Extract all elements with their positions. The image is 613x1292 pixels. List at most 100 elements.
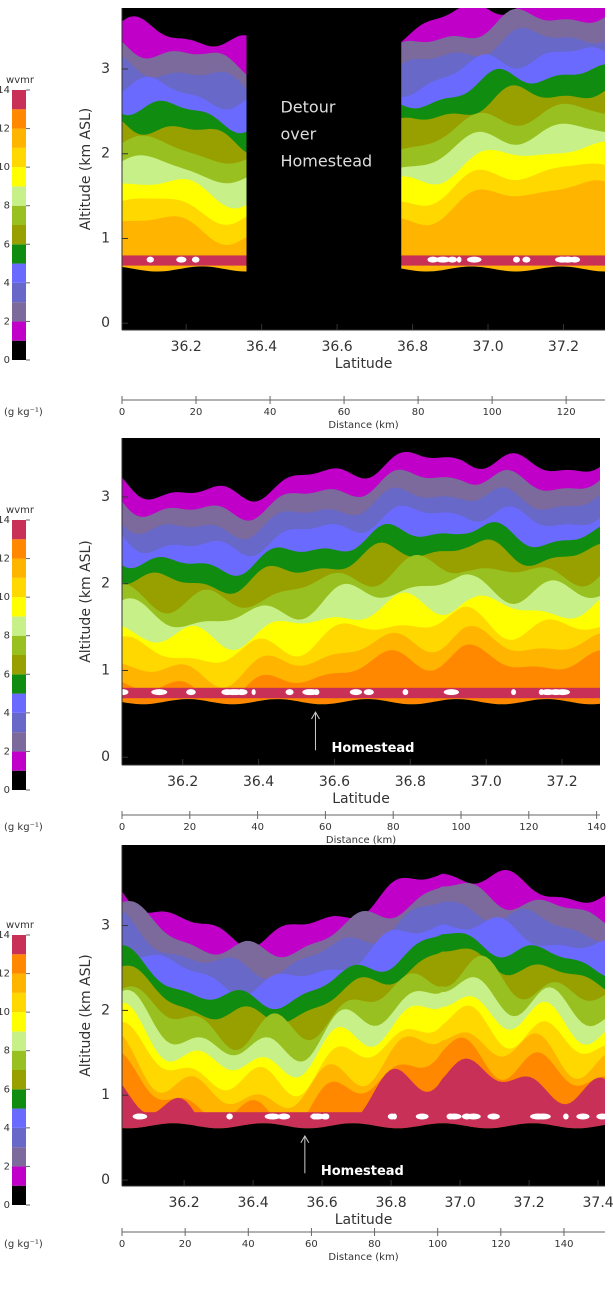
colorbar-tick-label: 8 (4, 1046, 10, 1057)
x2-tick-label: 40 (264, 407, 277, 418)
colorbar-segment (12, 1109, 26, 1128)
saturation-patch (192, 257, 200, 263)
colorbar-segment (12, 636, 26, 655)
x2-tick-label: 80 (387, 822, 400, 833)
x2-tick-label: 100 (428, 1239, 447, 1250)
colorbar-segment (12, 751, 26, 770)
annotation: Homestead (280, 152, 372, 171)
colorbar-tick-label: 4 (4, 278, 10, 289)
x2-tick-label: 140 (587, 822, 606, 833)
y-tick-label: 1 (101, 230, 110, 246)
saturation-patch (228, 689, 243, 695)
colorbar-tick-label: 4 (4, 1123, 10, 1134)
x2-tick-label: 60 (319, 822, 332, 833)
saturation-patch (133, 1113, 148, 1119)
colorbar-segment (12, 129, 26, 148)
y-tick-label: 0 (101, 749, 110, 765)
colorbar-label: wvmr (6, 505, 35, 516)
colorbar-segment (12, 1051, 26, 1070)
saturation-patch (569, 257, 580, 263)
colorbar-tick-label: 10 (0, 1007, 10, 1018)
x2-tick-label: 40 (242, 1239, 255, 1250)
x2-tick-label: 120 (519, 822, 538, 833)
x-tick-label: 36.2 (167, 774, 198, 790)
saturation-patch (444, 689, 459, 695)
y-tick-label: 0 (101, 1172, 110, 1188)
colorbar-units: (g kg⁻¹) (4, 822, 43, 833)
colorbar-tick-label: 0 (4, 355, 10, 366)
y-tick-label: 3 (101, 61, 110, 77)
y-tick-label: 2 (101, 1002, 110, 1018)
y-axis-label: Altitude (km ASL) (78, 540, 94, 663)
saturation-patch (364, 689, 374, 695)
colorbar-tick-label: 6 (4, 1084, 10, 1095)
saturation-patch (323, 1113, 329, 1119)
colorbar-segment (12, 974, 26, 993)
x-tick-label: 37.4 (583, 1195, 613, 1211)
annotation: over (280, 125, 316, 144)
x2-tick-label: 40 (251, 822, 264, 833)
colorbar-segment (12, 539, 26, 558)
colorbar-tick-label: 6 (4, 669, 10, 680)
colorbar-label: wvmr (6, 75, 35, 86)
x2-tick-label: 60 (338, 407, 351, 418)
x-tick-label: 36.8 (395, 774, 426, 790)
saturation-patch (176, 257, 186, 263)
colorbar-segment (12, 597, 26, 616)
annotation: Homestead (331, 741, 414, 756)
saturation-patch (457, 257, 462, 263)
colorbar-segment (12, 148, 26, 167)
x-tick-label: 37.0 (472, 339, 503, 355)
colorbar-segment (12, 578, 26, 597)
colorbar-segment (12, 186, 26, 205)
x-tick-label: 37.0 (471, 774, 502, 790)
colorbar-segment (12, 206, 26, 225)
x2-axis-label: Distance (km) (328, 420, 398, 431)
x2-tick-label: 20 (179, 1239, 192, 1250)
colorbar-tick-label: 8 (4, 201, 10, 212)
colorbar-segment (12, 167, 26, 186)
contour-field (122, 845, 609, 1186)
annotation: Homestead (321, 1164, 404, 1179)
colorbar-segment (12, 225, 26, 244)
x2-tick-label: 100 (451, 822, 470, 833)
colorbar-segment (12, 954, 26, 973)
colorbar-segment (12, 694, 26, 713)
x2-tick-label: 0 (119, 1239, 125, 1250)
colorbar-tick-label: 0 (4, 785, 10, 796)
x-tick-label: 37.0 (445, 1195, 476, 1211)
y-tick-label: 2 (101, 576, 110, 592)
colorbar-segment (12, 993, 26, 1012)
colorbar-tick-label: 12 (0, 554, 10, 565)
colorbar-segment (12, 655, 26, 674)
colorbar-segment (12, 771, 26, 790)
x-tick-label: 37.2 (546, 774, 577, 790)
saturation-patch (536, 1113, 551, 1119)
x-tick-label: 36.8 (376, 1195, 407, 1211)
y-tick-label: 3 (101, 918, 110, 934)
saturation-patch (350, 689, 362, 695)
saturation-patch (596, 1113, 608, 1119)
x2-tick-label: 140 (554, 1239, 573, 1250)
colorbar-segment (12, 1128, 26, 1147)
saturation-patch (559, 257, 564, 263)
x-tick-label: 36.4 (238, 1195, 269, 1211)
y-axis-label: Altitude (km ASL) (78, 954, 94, 1077)
x-axis-label: Latitude (332, 791, 390, 807)
colorbar-tick-label: 8 (4, 631, 10, 642)
x-tick-label: 36.6 (307, 1195, 338, 1211)
saturation-patch (151, 689, 167, 695)
saturation-patch (226, 1113, 233, 1119)
x-tick-label: 36.6 (319, 774, 350, 790)
colorbar-segment (12, 1012, 26, 1031)
colorbar-segment (12, 302, 26, 321)
x-tick-label: 36.2 (171, 339, 202, 355)
x-tick-label: 36.8 (397, 339, 428, 355)
saturation-patch (563, 1113, 569, 1119)
saturation-patch (513, 257, 520, 263)
saturation-patch (252, 689, 256, 695)
colorbar-tick-label: 10 (0, 592, 10, 603)
colorbar-units: (g kg⁻¹) (4, 1239, 43, 1250)
colorbar-segment (12, 244, 26, 263)
colorbar-segment (12, 935, 26, 954)
